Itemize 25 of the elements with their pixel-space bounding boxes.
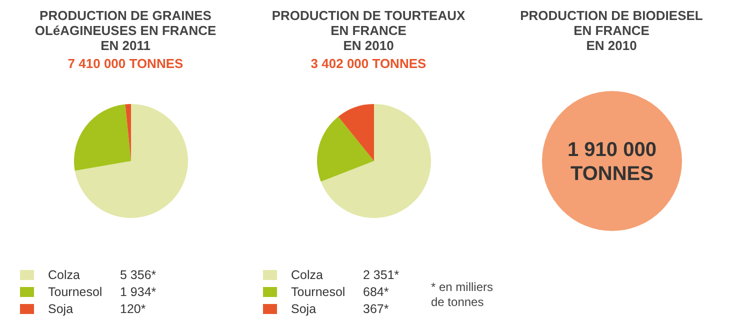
text: 1 910 000 TONNES xyxy=(567,139,656,185)
legend-label: Soja xyxy=(291,302,318,316)
data-label: 2 351* xyxy=(363,268,400,282)
pie-slice xyxy=(124,104,130,161)
legend-label: Colza xyxy=(291,268,324,282)
text: PRODUCTION DE BIODIESEL EN FRANCE EN 2010 xyxy=(519,8,704,55)
pie-slice xyxy=(316,116,374,182)
chart-subtitle: 3 402 000 TONNES xyxy=(310,56,428,72)
chart-title: PRODUCTION DE TOURTEAUX EN FRANCE EN 2010 xyxy=(270,8,466,55)
pie-slice xyxy=(320,104,430,218)
legend-label: Tournesol xyxy=(291,284,346,298)
legend-label: Soja xyxy=(48,302,74,316)
chart-subtitle: 7 410 000 TONNES xyxy=(66,56,184,72)
legend-label: Tournesol xyxy=(48,284,104,298)
legend-label: Colza xyxy=(48,268,81,282)
data-label: 120* xyxy=(120,302,146,316)
text: * en milliers de tonnes xyxy=(431,280,494,310)
data-label: 684* xyxy=(363,284,389,298)
pie-slice xyxy=(338,104,374,161)
data-label: 1 934* xyxy=(120,284,156,298)
pie-slice xyxy=(74,104,188,218)
data-label: 5 356* xyxy=(120,268,156,282)
pie-slice xyxy=(74,104,130,171)
data-label: 367* xyxy=(363,302,389,316)
chart-title: PRODUCTION DE GRAINES OLéAGINEUSES EN FRANCE EN 2011 xyxy=(34,8,218,55)
